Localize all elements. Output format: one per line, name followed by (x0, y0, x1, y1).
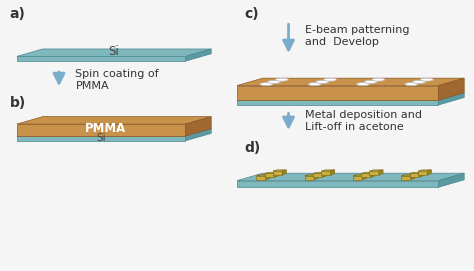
Polygon shape (17, 49, 211, 56)
Text: Metal deposition and
Lift-off in acetone: Metal deposition and Lift-off in acetone (305, 110, 422, 132)
Polygon shape (371, 172, 375, 177)
Polygon shape (438, 78, 464, 100)
Polygon shape (361, 172, 375, 173)
Polygon shape (305, 176, 314, 179)
Polygon shape (237, 181, 438, 187)
Polygon shape (17, 136, 185, 141)
Polygon shape (17, 117, 211, 124)
Polygon shape (411, 175, 415, 179)
Text: Si: Si (109, 45, 119, 58)
Ellipse shape (356, 83, 370, 86)
Ellipse shape (372, 78, 385, 81)
Polygon shape (321, 170, 335, 171)
Ellipse shape (412, 80, 426, 83)
Text: E-beam patterning
and  Develop: E-beam patterning and Develop (305, 25, 410, 47)
Polygon shape (237, 86, 438, 100)
Polygon shape (264, 173, 274, 177)
Polygon shape (237, 100, 438, 105)
Polygon shape (418, 170, 431, 171)
Text: Si: Si (96, 133, 106, 143)
Polygon shape (410, 172, 423, 173)
Polygon shape (353, 175, 366, 176)
Polygon shape (256, 176, 266, 179)
Ellipse shape (316, 80, 329, 83)
Polygon shape (401, 175, 415, 176)
Polygon shape (418, 171, 427, 175)
Polygon shape (305, 175, 318, 176)
Polygon shape (282, 170, 286, 175)
Polygon shape (237, 78, 464, 86)
Polygon shape (273, 171, 282, 175)
Polygon shape (17, 124, 185, 136)
Polygon shape (353, 176, 363, 179)
Polygon shape (370, 171, 379, 175)
Polygon shape (379, 170, 383, 175)
Ellipse shape (324, 78, 337, 81)
Polygon shape (256, 175, 270, 176)
Polygon shape (185, 129, 211, 141)
Polygon shape (313, 173, 322, 177)
Polygon shape (313, 172, 327, 173)
Polygon shape (370, 170, 383, 171)
Text: a): a) (10, 7, 26, 21)
Polygon shape (185, 49, 211, 61)
Polygon shape (17, 129, 211, 136)
Polygon shape (266, 175, 270, 179)
Polygon shape (273, 170, 286, 171)
Polygon shape (427, 170, 431, 175)
Text: d): d) (244, 141, 260, 155)
Polygon shape (438, 173, 464, 187)
Ellipse shape (308, 83, 321, 86)
Polygon shape (363, 175, 366, 179)
Ellipse shape (364, 80, 377, 83)
Polygon shape (17, 56, 185, 61)
Text: b): b) (10, 96, 26, 110)
Text: c): c) (244, 7, 259, 21)
Ellipse shape (260, 83, 273, 86)
Polygon shape (330, 170, 335, 175)
Ellipse shape (405, 83, 418, 86)
Ellipse shape (267, 80, 281, 83)
Text: Spin coating of
PMMA: Spin coating of PMMA (75, 69, 159, 91)
Polygon shape (438, 93, 464, 105)
Polygon shape (237, 93, 464, 100)
Ellipse shape (275, 78, 288, 81)
Text: PMMA: PMMA (85, 122, 127, 135)
Polygon shape (410, 173, 419, 177)
Polygon shape (185, 117, 211, 136)
Polygon shape (314, 175, 318, 179)
Polygon shape (274, 172, 278, 177)
Ellipse shape (420, 78, 433, 81)
Polygon shape (322, 172, 327, 177)
Polygon shape (321, 171, 330, 175)
Polygon shape (419, 172, 423, 177)
Polygon shape (401, 176, 411, 179)
Polygon shape (237, 173, 464, 181)
Polygon shape (264, 172, 278, 173)
Polygon shape (361, 173, 371, 177)
